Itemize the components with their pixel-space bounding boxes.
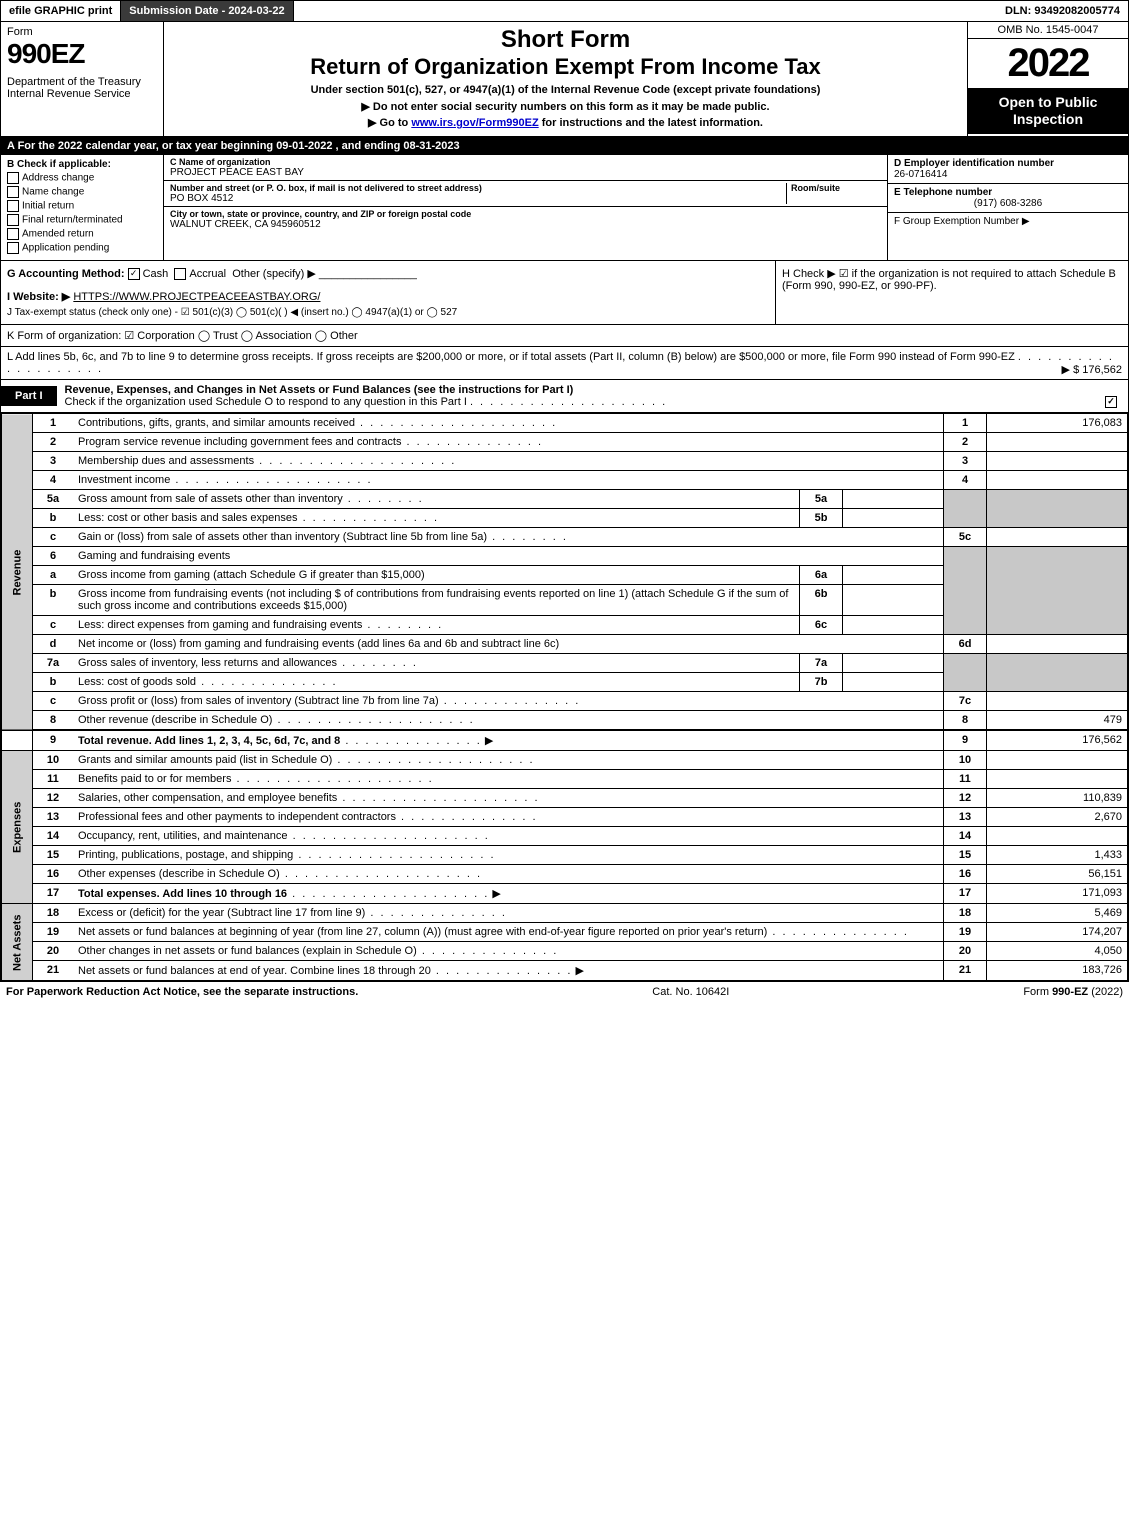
row-a-tax-year: A For the 2022 calendar year, or tax yea… xyxy=(1,137,1128,155)
omb-number: OMB No. 1545-0047 xyxy=(968,22,1128,39)
chk-cash[interactable]: ✓ xyxy=(128,268,140,280)
top-bar: efile GRAPHIC print Submission Date - 20… xyxy=(0,0,1129,22)
street-label: Number and street (or P. O. box, if mail… xyxy=(170,183,786,193)
i-label: I Website: ▶ xyxy=(7,291,70,303)
chk-final-return[interactable]: Final return/terminated xyxy=(7,214,157,226)
form-label: Form xyxy=(7,26,157,38)
col-d-ids: D Employer identification number 26-0716… xyxy=(888,155,1128,260)
row-l-amount: ▶ $ 176,562 xyxy=(1062,363,1122,376)
part1-tab: Part I xyxy=(1,386,57,406)
instr-ssn: ▶ Do not enter social security numbers o… xyxy=(168,100,963,113)
subtitle: Under section 501(c), 527, or 4947(a)(1)… xyxy=(168,84,963,96)
g-other: Other (specify) ▶ xyxy=(232,268,316,280)
chk-name-change[interactable]: Name change xyxy=(7,186,157,198)
header-left: Form 990EZ Department of the Treasury In… xyxy=(1,22,164,136)
form-number: 990EZ xyxy=(7,38,157,70)
net-assets-vlabel: Net Assets xyxy=(2,904,33,981)
page-footer: For Paperwork Reduction Act Notice, see … xyxy=(0,982,1129,1002)
row-l-text: L Add lines 5b, 6c, and 7b to line 9 to … xyxy=(7,351,1015,363)
website-value[interactable]: HTTPS://WWW.PROJECTPEACEEASTBAY.ORG/ xyxy=(73,291,320,303)
chk-initial-return[interactable]: Initial return xyxy=(7,200,157,212)
header-center: Short Form Return of Organization Exempt… xyxy=(164,22,968,136)
city-label: City or town, state or province, country… xyxy=(170,209,881,219)
dln-label: DLN: 93492082005774 xyxy=(997,1,1128,21)
footer-form: Form 990-EZ (2022) xyxy=(1023,986,1123,998)
chk-accrual[interactable] xyxy=(174,268,186,280)
title-short-form: Short Form xyxy=(168,26,963,54)
chk-schedule-o[interactable]: ✓ xyxy=(1105,396,1117,408)
col-b-checkboxes: B Check if applicable: Address change Na… xyxy=(1,155,164,260)
col-b-title: B Check if applicable: xyxy=(7,159,157,170)
chk-address-change[interactable]: Address change xyxy=(7,172,157,184)
chk-application-pending[interactable]: Application pending xyxy=(7,242,157,254)
part1-header: Part I Revenue, Expenses, and Changes in… xyxy=(1,380,1128,413)
row-l: L Add lines 5b, 6c, and 7b to line 9 to … xyxy=(1,347,1128,380)
tax-year: 2022 xyxy=(968,39,1128,88)
header-right: OMB No. 1545-0047 2022 Open to Public In… xyxy=(968,22,1128,136)
form-header: Form 990EZ Department of the Treasury In… xyxy=(1,22,1128,137)
title-return: Return of Organization Exempt From Incom… xyxy=(168,54,963,80)
irs-link[interactable]: www.irs.gov/Form990EZ xyxy=(411,117,538,129)
row-j: J Tax-exempt status (check only one) - ☑… xyxy=(7,307,769,318)
phone-label: E Telephone number xyxy=(894,187,1122,198)
row-g: G Accounting Method: ✓Cash Accrual Other… xyxy=(1,261,776,324)
submission-date-button[interactable]: Submission Date - 2024-03-22 xyxy=(121,1,293,21)
part1-check: Check if the organization used Schedule … xyxy=(65,396,467,408)
g-label: G Accounting Method: xyxy=(7,268,125,280)
city-value: WALNUT CREEK, CA 945960512 xyxy=(170,219,881,230)
org-name-label: C Name of organization xyxy=(170,157,881,167)
open-inspection: Open to Public Inspection xyxy=(968,88,1128,134)
instr2-post: for instructions and the latest informat… xyxy=(539,117,763,129)
street-value: PO BOX 4512 xyxy=(170,193,786,204)
row-k: K Form of organization: ☑ Corporation ◯ … xyxy=(1,325,1128,347)
revenue-table: Revenue 1 Contributions, gifts, grants, … xyxy=(1,413,1128,981)
efile-label[interactable]: efile GRAPHIC print xyxy=(1,1,121,21)
room-label: Room/suite xyxy=(791,183,881,193)
ein-label: D Employer identification number xyxy=(894,158,1122,169)
revenue-vlabel: Revenue xyxy=(2,414,33,731)
expenses-vlabel: Expenses xyxy=(2,751,33,904)
entity-info-grid: B Check if applicable: Address change Na… xyxy=(1,155,1128,261)
ein-value: 26-0716414 xyxy=(894,169,1122,180)
form-body: Form 990EZ Department of the Treasury In… xyxy=(0,22,1129,982)
row-g-h: G Accounting Method: ✓Cash Accrual Other… xyxy=(1,261,1128,325)
group-exemption-label: F Group Exemption Number ▶ xyxy=(894,216,1122,227)
instr2-pre: ▶ Go to xyxy=(368,117,411,129)
phone-value: (917) 608-3286 xyxy=(894,198,1122,209)
part1-title: Revenue, Expenses, and Changes in Net As… xyxy=(57,380,1128,412)
row-h: H Check ▶ ☑ if the organization is not r… xyxy=(776,261,1128,324)
org-name: PROJECT PEACE EAST BAY xyxy=(170,167,881,178)
footer-cat: Cat. No. 10642I xyxy=(358,986,1023,998)
footer-left: For Paperwork Reduction Act Notice, see … xyxy=(6,986,358,998)
chk-amended-return[interactable]: Amended return xyxy=(7,228,157,240)
instr-link: ▶ Go to www.irs.gov/Form990EZ for instru… xyxy=(168,116,963,129)
col-c-org-info: C Name of organization PROJECT PEACE EAS… xyxy=(164,155,888,260)
dept-label: Department of the Treasury Internal Reve… xyxy=(7,76,157,100)
